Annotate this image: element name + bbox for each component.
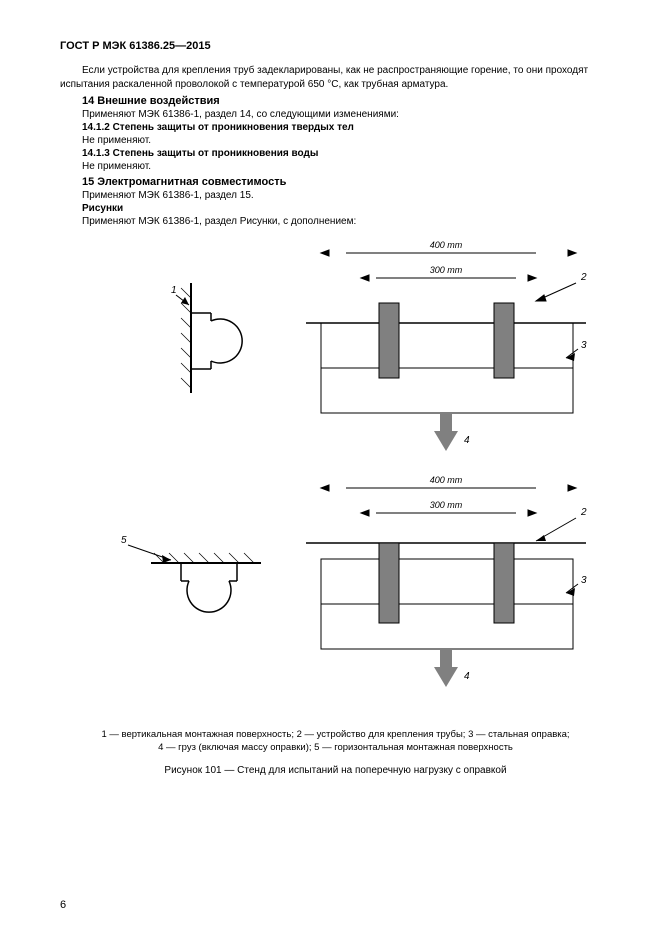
weight-arrow-bot [434, 649, 458, 687]
label-2-bot: 2 [580, 507, 587, 518]
figures-p1: Применяют МЭК 61386-1, раздел Рисунки, с… [60, 216, 611, 227]
label-5: 5 [121, 535, 127, 546]
label-4-bot: 4 [464, 671, 470, 682]
assembly-top: 3 [306, 303, 587, 413]
figure-101-svg: 400 mm 300 mm 2 1 [76, 233, 596, 723]
section-14-1-2-body: Не применяют. [60, 135, 611, 146]
weight-arrow-top [434, 413, 458, 451]
dim-400-bot: 400 mm [429, 475, 462, 485]
section-14-p1: Применяют МЭК 61386-1, раздел 14, со сле… [60, 109, 611, 120]
label-2-top: 2 [580, 272, 587, 283]
legend-line-2: 4 — груз (включая массу оправки); 5 — го… [158, 742, 513, 753]
section-14-1-3-body: Не применяют. [60, 161, 611, 172]
assembly-bottom: 3 [306, 543, 587, 649]
clip-side-bot [181, 563, 237, 612]
page-number: 6 [60, 899, 66, 911]
dim-300-bot: 300 mm [429, 500, 462, 510]
legend-line-1: 1 — вертикальная монтажная поверхность; … [101, 729, 569, 740]
clip-side-top [191, 313, 242, 369]
section-14-1-3-title: 14.1.3 Степень защиты от проникновения в… [60, 148, 611, 159]
section-15-p1: Применяют МЭК 61386-1, раздел 15. [60, 190, 611, 201]
section-14-title: 14 Внешние воздействия [60, 95, 611, 107]
label-3-top: 3 [581, 340, 587, 351]
label-1: 1 [171, 285, 177, 296]
label-3-bot: 3 [581, 575, 587, 586]
figure-legend: 1 — вертикальная монтажная поверхность; … [60, 729, 611, 755]
dim-400-top: 400 mm [429, 240, 462, 250]
document-header: ГОСТ Р МЭК 61386.25—2015 [60, 40, 611, 52]
figure-caption: Рисунок 101 — Стенд для испытаний на поп… [60, 765, 611, 776]
label-4-top: 4 [464, 435, 470, 446]
section-14-1-2-title: 14.1.2 Степень защиты от проникновения т… [60, 122, 611, 133]
section-15-title: 15 Электромагнитная совместимость [60, 176, 611, 188]
dim-300-top: 300 mm [429, 265, 462, 275]
figure-101: 400 mm 300 mm 2 1 [60, 233, 611, 723]
intro-paragraph: Если устройства для крепления труб задек… [60, 64, 611, 91]
figures-title: Рисунки [60, 203, 611, 214]
horizontal-mount [151, 553, 261, 563]
